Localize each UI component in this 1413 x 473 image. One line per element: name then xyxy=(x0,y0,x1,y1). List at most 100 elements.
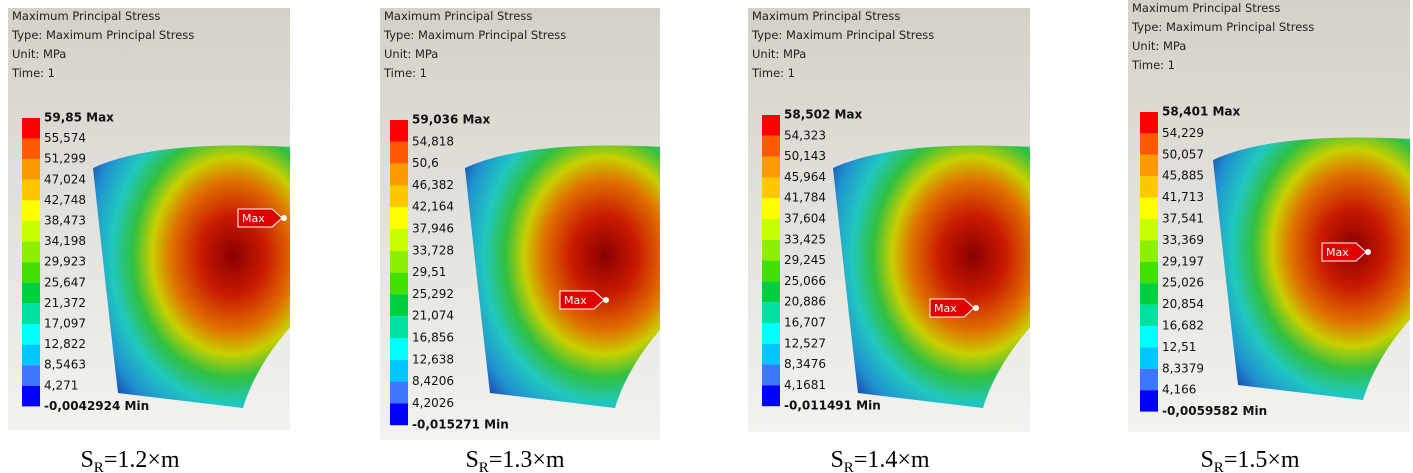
legend-band xyxy=(390,316,408,338)
legend-band xyxy=(390,403,408,425)
legend-label: 50,057 xyxy=(1162,147,1204,161)
header-line: Maximum Principal Stress xyxy=(12,9,160,23)
legend-label: 37,604 xyxy=(784,212,826,226)
legend-label: 4,271 xyxy=(44,378,78,392)
legend-label: 42,748 xyxy=(44,193,86,207)
legend-band xyxy=(22,242,40,263)
legend-band xyxy=(1140,326,1158,347)
result-panel: Maximum Principal Stress Type: Maximum Pr… xyxy=(748,8,1048,473)
max-point xyxy=(1365,249,1371,255)
header-line: Type: Maximum Principal Stress xyxy=(751,28,934,42)
legend-label: 29,923 xyxy=(44,255,86,269)
legend-label: 54,818 xyxy=(412,134,454,148)
header-line: Time: 1 xyxy=(1131,58,1175,72)
legend-band xyxy=(762,302,780,323)
legend-band xyxy=(390,251,408,273)
legend-label: 54,229 xyxy=(1162,126,1204,140)
legend-band xyxy=(22,180,40,201)
legend-label: 12,822 xyxy=(44,337,86,351)
legend-band xyxy=(390,164,408,186)
legend-band xyxy=(1140,133,1158,154)
legend-band xyxy=(762,198,780,219)
caption: SR=1.2×m xyxy=(80,447,179,473)
legend-label: 17,097 xyxy=(44,317,86,331)
legend-label: 12,527 xyxy=(784,336,826,350)
legend-band xyxy=(390,229,408,251)
legend-band xyxy=(762,365,780,386)
header-line: Time: 1 xyxy=(383,66,427,80)
legend-label: 37,946 xyxy=(412,222,454,236)
legend-label: 29,245 xyxy=(784,253,826,267)
legend-band xyxy=(390,338,408,360)
legend-band xyxy=(1140,176,1158,197)
caption-base: S xyxy=(80,447,93,473)
legend-band xyxy=(22,200,40,221)
caption-rest: =1.2×m xyxy=(104,447,180,473)
legend-band xyxy=(22,345,40,366)
legend-band xyxy=(22,118,40,139)
caption-base: S xyxy=(1200,447,1213,473)
legend-label: 29,197 xyxy=(1162,254,1204,268)
header-line: Time: 1 xyxy=(11,66,55,80)
legend-label: -0,011491 Min xyxy=(784,399,881,413)
legend-band xyxy=(1140,369,1158,390)
caption: SR=1.3×m xyxy=(465,447,564,473)
legend-band xyxy=(762,385,780,406)
legend-label: 16,707 xyxy=(784,316,826,330)
caption-base: S xyxy=(465,447,478,473)
legend-band xyxy=(22,303,40,324)
legend-band xyxy=(390,185,408,207)
legend-band xyxy=(762,177,780,198)
legend-label: 8,5463 xyxy=(44,358,86,372)
legend-label: 29,51 xyxy=(412,265,446,279)
legend-band xyxy=(22,159,40,180)
legend-label: 50,6 xyxy=(412,156,439,170)
legend-label: 21,372 xyxy=(44,296,86,310)
caption-base: S xyxy=(830,447,843,473)
legend-label: 41,784 xyxy=(784,191,826,205)
legend-label: -0,015271 Min xyxy=(412,418,509,432)
legend-band xyxy=(390,382,408,404)
header-line: Unit: MPa xyxy=(1132,39,1186,53)
legend-band xyxy=(22,262,40,283)
legend-band xyxy=(22,283,40,304)
legend-label: 20,886 xyxy=(784,295,826,309)
legend-label: 21,074 xyxy=(412,309,454,323)
max-point xyxy=(281,215,287,221)
caption-sub: R xyxy=(94,460,104,473)
legend-band xyxy=(390,142,408,164)
legend-band xyxy=(390,294,408,316)
legend-label: 33,369 xyxy=(1162,233,1204,247)
legend-band xyxy=(390,273,408,295)
legend-label: 25,026 xyxy=(1162,276,1204,290)
header-line: Maximum Principal Stress xyxy=(752,9,900,23)
header-line: Maximum Principal Stress xyxy=(384,9,532,23)
legend-band xyxy=(762,240,780,261)
legend-label: 8,4206 xyxy=(412,374,454,388)
max-point xyxy=(973,305,979,311)
max-tag: Max xyxy=(1326,246,1349,259)
legend-label: 12,638 xyxy=(412,352,454,366)
legend-band xyxy=(762,261,780,282)
legend-label: 12,51 xyxy=(1162,340,1196,354)
header-line: Unit: MPa xyxy=(384,47,438,61)
legend-label: 55,574 xyxy=(44,131,86,145)
caption-rest: =1.3×m xyxy=(489,447,565,473)
legend-band xyxy=(22,365,40,386)
legend-label: 8,3476 xyxy=(784,357,826,371)
legend-label: 58,401 Max xyxy=(1162,105,1241,119)
legend-label: 4,2026 xyxy=(412,396,454,410)
legend-band xyxy=(390,207,408,229)
caption-rest: =1.5×m xyxy=(1224,447,1300,473)
legend-label: 34,198 xyxy=(44,234,86,248)
legend-band xyxy=(1140,305,1158,326)
header-line: Type: Maximum Principal Stress xyxy=(1131,20,1314,34)
legend-label: 58,502 Max xyxy=(784,108,863,122)
legend-band xyxy=(762,323,780,344)
legend-band xyxy=(1140,390,1158,411)
legend-band xyxy=(22,324,40,345)
legend-band xyxy=(1140,112,1158,133)
